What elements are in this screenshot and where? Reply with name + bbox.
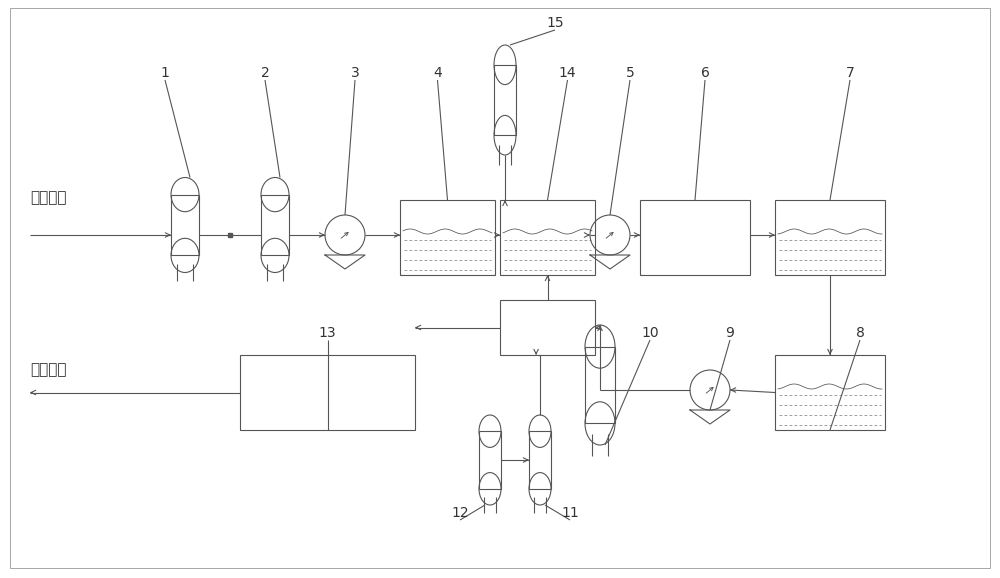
Bar	[585, 347, 615, 424]
Text: 4: 4	[433, 66, 442, 80]
Text: 10: 10	[641, 326, 659, 340]
Text: 7: 7	[846, 66, 854, 80]
Bar	[640, 200, 750, 275]
Text: 3: 3	[351, 66, 359, 80]
Text: 14: 14	[559, 66, 576, 80]
Text: 12: 12	[451, 506, 469, 520]
Text: 8: 8	[856, 326, 864, 340]
Bar	[775, 355, 885, 430]
Bar	[775, 200, 885, 275]
Bar	[479, 431, 501, 489]
Text: 2: 2	[261, 66, 269, 80]
Bar	[240, 355, 415, 430]
Bar	[500, 300, 595, 355]
Bar	[171, 195, 199, 255]
Text: 15: 15	[546, 16, 564, 30]
Text: 合格用水: 合格用水	[30, 362, 66, 377]
Bar	[400, 200, 495, 275]
Bar	[529, 431, 551, 489]
Text: 6: 6	[701, 66, 709, 80]
Text: 废水原液: 废水原液	[30, 190, 66, 205]
Bar	[500, 200, 595, 275]
Bar	[494, 65, 516, 135]
Bar	[261, 195, 289, 255]
Text: 9: 9	[726, 326, 734, 340]
Text: 11: 11	[561, 506, 579, 520]
Text: 5: 5	[626, 66, 634, 80]
Text: 1: 1	[161, 66, 169, 80]
Text: 13: 13	[319, 326, 336, 340]
